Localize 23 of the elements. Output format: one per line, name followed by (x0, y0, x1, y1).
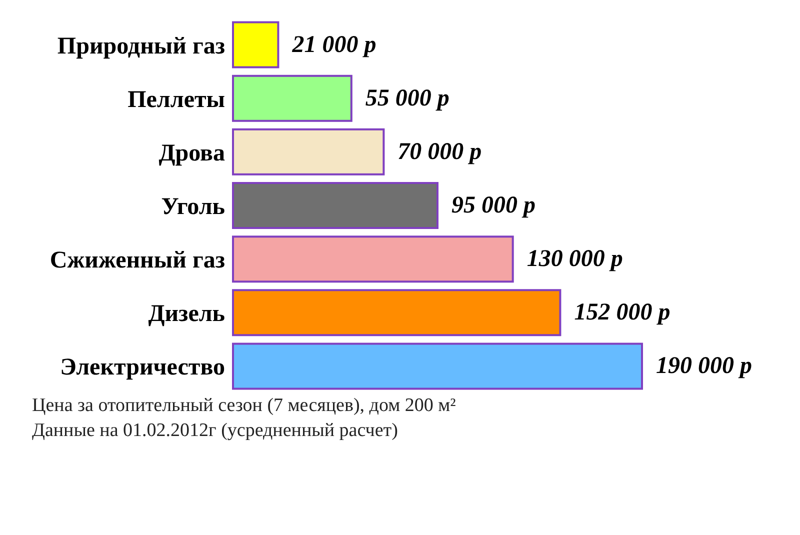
y-tick-label: Пеллеты (128, 86, 226, 113)
bar (232, 74, 352, 122)
data-label: 95 000 р (452, 192, 536, 218)
y-tick-label: Сжиженный газ (50, 248, 226, 274)
y-tick-label: Электричество (60, 354, 225, 381)
data-label: 130 000 р (526, 246, 623, 272)
bar (232, 342, 643, 390)
y-tick-label: Дрова (158, 140, 225, 166)
data-label: 55 000 р (365, 85, 450, 112)
bar (232, 21, 280, 68)
data-label: 21 000 р (291, 32, 376, 58)
bar (232, 128, 385, 176)
y-tick-label: Дизель (148, 301, 226, 328)
bar (232, 236, 514, 283)
data-label: 70 000 р (398, 138, 482, 165)
text: Цена за отопительный сезон (7 месяцев), дом 200 м² (32, 394, 457, 418)
bar (232, 182, 438, 229)
data-label: 152 000 р (574, 300, 670, 326)
y-tick-label: Уголь (161, 194, 226, 220)
bar (232, 289, 562, 336)
data-label: 190 000 р (656, 353, 752, 380)
text: Данные на 01.02.2012г (усредненный расчет) (32, 419, 399, 443)
y-tick-label: Природный газ (57, 33, 226, 60)
